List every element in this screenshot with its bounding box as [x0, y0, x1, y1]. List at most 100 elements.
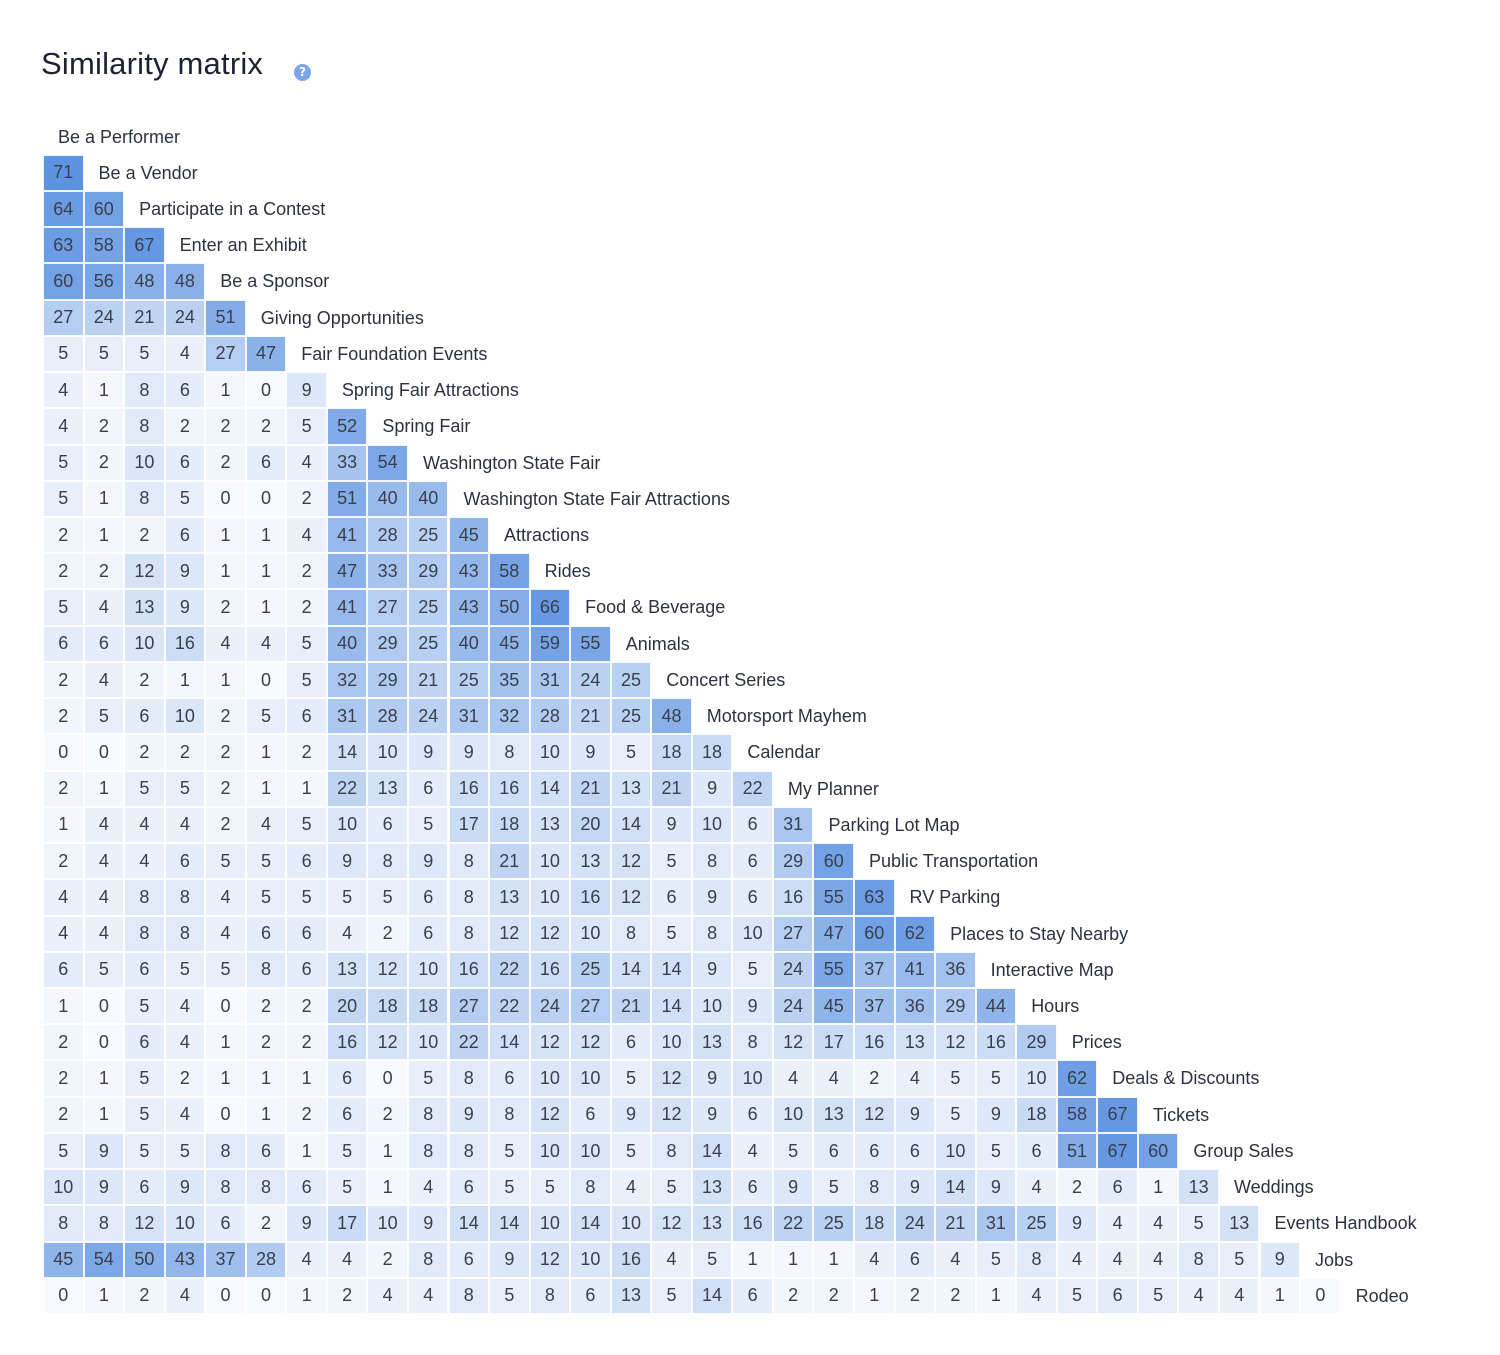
matrix-cell[interactable]: 1 — [245, 589, 287, 626]
matrix-cell[interactable]: 6 — [245, 444, 287, 481]
matrix-cell[interactable]: 4 — [935, 1241, 976, 1278]
matrix-cell[interactable]: 0 — [43, 734, 84, 771]
matrix-cell[interactable]: 1 — [43, 988, 84, 1025]
matrix-cell[interactable]: 8 — [205, 1132, 246, 1170]
matrix-cell[interactable]: 62 — [1056, 1060, 1098, 1097]
matrix-cell[interactable]: 1 — [83, 480, 125, 518]
matrix-cell[interactable]: 10 — [529, 1060, 571, 1097]
matrix-cell[interactable]: 4 — [326, 1241, 368, 1278]
matrix-cell[interactable]: 6 — [732, 1169, 773, 1206]
matrix-cell[interactable]: 24 — [894, 1205, 936, 1242]
matrix-cell[interactable]: 5 — [286, 879, 327, 916]
matrix-cell[interactable]: 0 — [245, 1277, 287, 1315]
matrix-cell[interactable]: 18 — [1016, 1096, 1057, 1133]
matrix-cell[interactable]: 0 — [1300, 1277, 1341, 1315]
matrix-cell[interactable]: 8 — [124, 915, 165, 952]
matrix-cell[interactable]: 5 — [529, 1169, 571, 1206]
matrix-cell[interactable]: 6 — [286, 843, 327, 880]
matrix-cell[interactable]: 12 — [367, 951, 408, 988]
matrix-cell[interactable]: 8 — [448, 915, 490, 952]
matrix-cell[interactable]: 5 — [489, 1169, 530, 1206]
matrix-cell[interactable]: 10 — [164, 1205, 206, 1242]
matrix-cell[interactable]: 8 — [1178, 1241, 1219, 1278]
matrix-cell[interactable]: 5 — [367, 879, 408, 916]
matrix-cell[interactable]: 13 — [610, 770, 652, 807]
matrix-cell[interactable]: 47 — [326, 553, 368, 590]
help-icon[interactable]: ? — [294, 64, 311, 81]
matrix-cell[interactable]: 9 — [83, 1169, 125, 1206]
matrix-cell[interactable]: 1 — [367, 1169, 408, 1206]
matrix-cell[interactable]: 1 — [205, 661, 246, 699]
matrix-cell[interactable]: 31 — [975, 1205, 1017, 1242]
matrix-cell[interactable]: 13 — [1218, 1205, 1260, 1242]
matrix-cell[interactable]: 13 — [894, 1024, 936, 1061]
matrix-cell[interactable]: 4 — [205, 879, 246, 916]
matrix-cell[interactable]: 6 — [164, 843, 206, 880]
matrix-cell[interactable]: 4 — [83, 806, 125, 844]
matrix-cell[interactable]: 8 — [448, 1277, 490, 1315]
matrix-cell[interactable]: 4 — [1056, 1241, 1098, 1278]
matrix-cell[interactable]: 2 — [124, 661, 165, 699]
matrix-cell[interactable]: 1 — [83, 372, 125, 409]
matrix-cell[interactable]: 2 — [43, 698, 84, 735]
matrix-cell[interactable]: 2 — [205, 806, 246, 844]
matrix-cell[interactable]: 4 — [83, 843, 125, 880]
matrix-cell[interactable]: 8 — [407, 1132, 449, 1170]
matrix-cell[interactable]: 8 — [245, 951, 287, 988]
matrix-cell[interactable]: 0 — [205, 1096, 246, 1133]
matrix-cell[interactable]: 14 — [651, 951, 692, 988]
matrix-cell[interactable]: 6 — [732, 879, 773, 916]
matrix-cell[interactable]: 21 — [124, 299, 165, 336]
matrix-cell[interactable]: 6 — [651, 879, 692, 916]
matrix-cell[interactable]: 5 — [610, 734, 652, 771]
matrix-cell[interactable]: 4 — [124, 806, 165, 844]
matrix-cell[interactable]: 13 — [489, 879, 530, 916]
matrix-cell[interactable]: 16 — [772, 879, 814, 916]
matrix-cell[interactable]: 37 — [205, 1241, 246, 1278]
matrix-cell[interactable]: 13 — [691, 1169, 733, 1206]
matrix-cell[interactable]: 14 — [610, 806, 652, 844]
matrix-cell[interactable]: 24 — [83, 299, 125, 336]
matrix-cell[interactable]: 0 — [245, 661, 287, 699]
matrix-cell[interactable]: 43 — [448, 553, 490, 590]
matrix-cell[interactable]: 5 — [286, 625, 327, 662]
matrix-cell[interactable]: 2 — [43, 843, 84, 880]
matrix-cell[interactable]: 4 — [1097, 1241, 1138, 1278]
matrix-cell[interactable]: 6 — [326, 1060, 368, 1097]
matrix-cell[interactable]: 5 — [975, 1132, 1017, 1170]
matrix-cell[interactable]: 8 — [651, 1132, 692, 1170]
matrix-cell[interactable]: 5 — [489, 1277, 530, 1315]
matrix-cell[interactable]: 41 — [326, 589, 368, 626]
matrix-cell[interactable]: 21 — [570, 698, 611, 735]
matrix-cell[interactable]: 55 — [813, 879, 854, 916]
matrix-cell[interactable]: 4 — [1218, 1277, 1260, 1315]
matrix-cell[interactable]: 4 — [43, 372, 84, 409]
matrix-cell[interactable]: 22 — [489, 951, 530, 988]
matrix-cell[interactable]: 5 — [124, 335, 165, 373]
matrix-cell[interactable]: 8 — [529, 1277, 571, 1315]
matrix-cell[interactable]: 10 — [407, 951, 449, 988]
matrix-cell[interactable]: 10 — [124, 444, 165, 481]
matrix-cell[interactable]: 9 — [1056, 1205, 1098, 1242]
matrix-cell[interactable]: 9 — [894, 1096, 936, 1133]
matrix-cell[interactable]: 9 — [489, 1241, 530, 1278]
matrix-cell[interactable]: 6 — [448, 1241, 490, 1278]
matrix-cell[interactable]: 13 — [610, 1277, 652, 1315]
matrix-cell[interactable]: 4 — [205, 625, 246, 662]
matrix-cell[interactable]: 4 — [286, 517, 327, 554]
matrix-cell[interactable]: 20 — [326, 988, 368, 1025]
matrix-cell[interactable]: 37 — [854, 988, 895, 1025]
matrix-cell[interactable]: 2 — [286, 589, 327, 626]
matrix-cell[interactable]: 27 — [772, 915, 814, 952]
matrix-cell[interactable]: 5 — [245, 843, 287, 880]
matrix-cell[interactable]: 6 — [1016, 1132, 1057, 1170]
matrix-cell[interactable]: 12 — [610, 843, 652, 880]
matrix-cell[interactable]: 43 — [448, 589, 490, 626]
matrix-cell[interactable]: 1 — [83, 770, 125, 807]
matrix-cell[interactable]: 10 — [691, 988, 733, 1025]
matrix-cell[interactable]: 10 — [772, 1096, 814, 1133]
matrix-cell[interactable]: 17 — [326, 1205, 368, 1242]
matrix-cell[interactable]: 2 — [205, 734, 246, 771]
matrix-cell[interactable]: 4 — [854, 1241, 895, 1278]
matrix-cell[interactable]: 4 — [164, 1277, 206, 1315]
